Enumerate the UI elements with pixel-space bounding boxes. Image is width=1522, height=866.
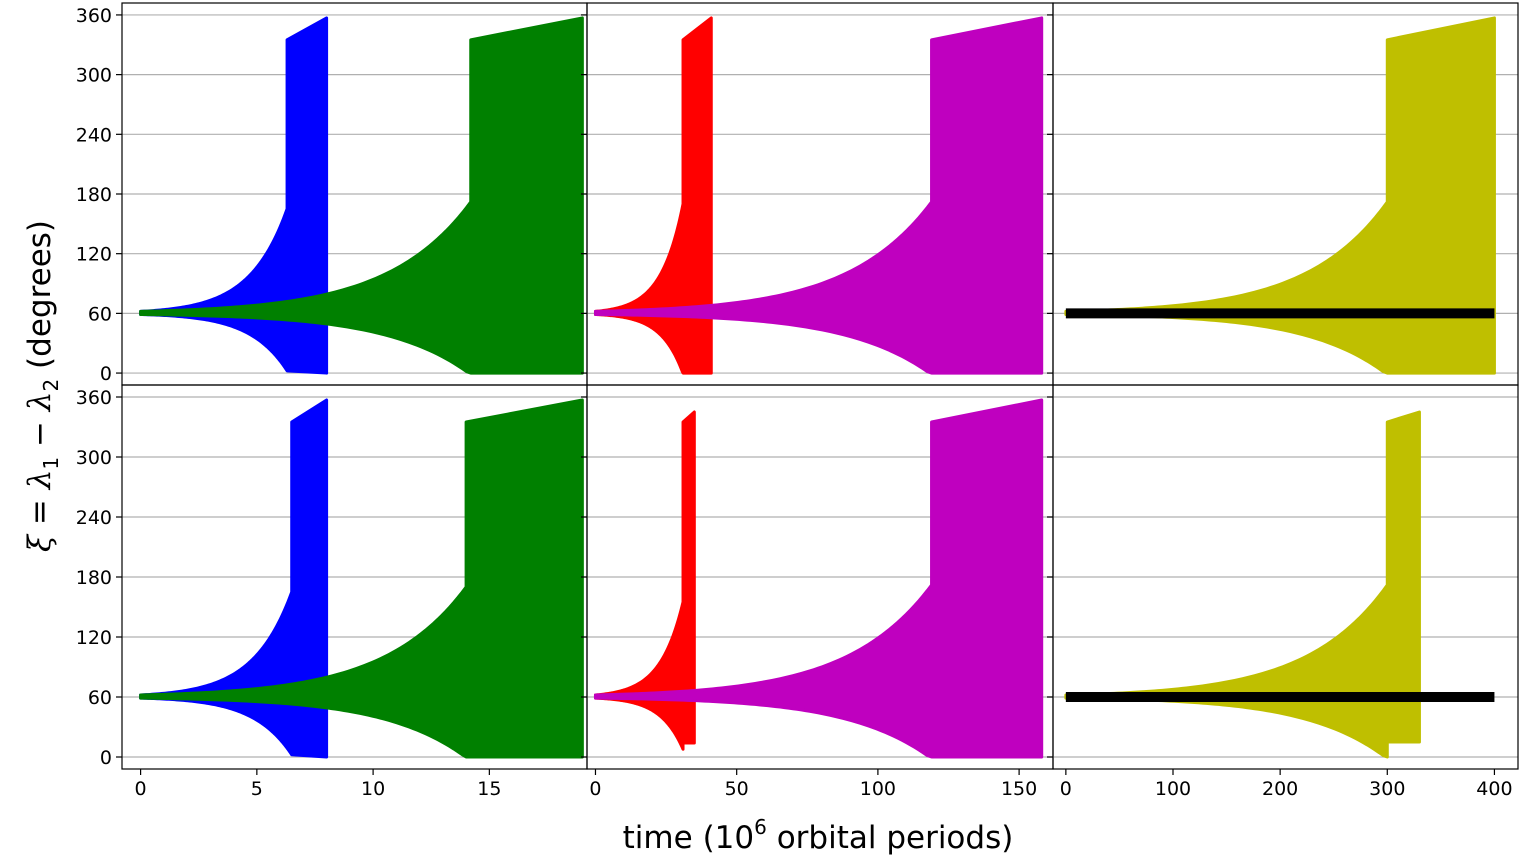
- y-tick-label: 120: [76, 627, 112, 649]
- x-tick-label: 400: [1476, 778, 1512, 800]
- y-tick-label: 360: [76, 387, 112, 409]
- panel-bottom-2: 0 50 100 150: [581, 384, 1054, 800]
- series-blue-band: [139, 398, 329, 759]
- plot-area: [593, 398, 1044, 759]
- y-tick-label: 180: [76, 184, 112, 206]
- panel-top-2: [581, 2, 1054, 386]
- plot-area: [1064, 410, 1495, 759]
- series-red-band: [593, 16, 713, 375]
- series-green-band: [139, 398, 584, 759]
- series-olive-band: [1064, 410, 1421, 759]
- plot-area: [139, 398, 584, 759]
- series-black-band: [1065, 692, 1495, 702]
- x-tick-label: 0: [589, 778, 601, 800]
- x-axis-title: time (106 orbital periods): [623, 815, 1014, 856]
- y-tick-label: 60: [88, 303, 112, 325]
- series-red-band: [593, 410, 696, 751]
- x-tick-label: 0: [1060, 778, 1072, 800]
- series-green-band: [139, 16, 584, 375]
- x-tick-label: 100: [860, 778, 896, 800]
- series-olive-band: [1064, 16, 1496, 375]
- panel-top-1: 0 60 120 180 240 300 360: [76, 2, 588, 386]
- series-black-band: [1065, 308, 1495, 319]
- y-tick-label: 0: [100, 747, 112, 769]
- x-tick-label: 100: [1155, 778, 1191, 800]
- panel-bottom-3: 0 100 200 300 400: [1047, 384, 1519, 800]
- x-tick-label: 5: [251, 778, 263, 800]
- x-tick-label: 300: [1369, 778, 1405, 800]
- y-tick-label: 300: [76, 65, 112, 87]
- plot-area: [593, 16, 1044, 375]
- x-tick-label: 50: [725, 778, 749, 800]
- plot-area: [1064, 16, 1496, 375]
- panel-bottom-1: 0 60 120 180 240 300 360 0 5 10 15: [76, 384, 588, 800]
- plot-area: [139, 16, 584, 375]
- y-tick-label: 60: [88, 687, 112, 709]
- x-tick-label: 200: [1262, 778, 1298, 800]
- y-tick-label: 0: [100, 363, 112, 385]
- series-magenta-band: [593, 398, 1044, 759]
- y-axis-title: ξ = λ1 − λ2 (degrees): [22, 220, 63, 552]
- y-tick-label: 120: [76, 244, 112, 266]
- y-tick-label: 240: [76, 124, 112, 146]
- series-magenta-band: [593, 16, 1044, 375]
- series-blue-band: [139, 16, 329, 375]
- x-tick-label: 10: [361, 778, 385, 800]
- x-tick-label: 150: [1001, 778, 1037, 800]
- x-tick-label: 0: [135, 778, 147, 800]
- y-tick-label: 360: [76, 5, 112, 27]
- y-tick-label: 180: [76, 567, 112, 589]
- y-tick-label: 240: [76, 507, 112, 529]
- panel-top-3: [1047, 2, 1519, 386]
- y-tick-label: 300: [76, 447, 112, 469]
- x-tick-label: 15: [477, 778, 501, 800]
